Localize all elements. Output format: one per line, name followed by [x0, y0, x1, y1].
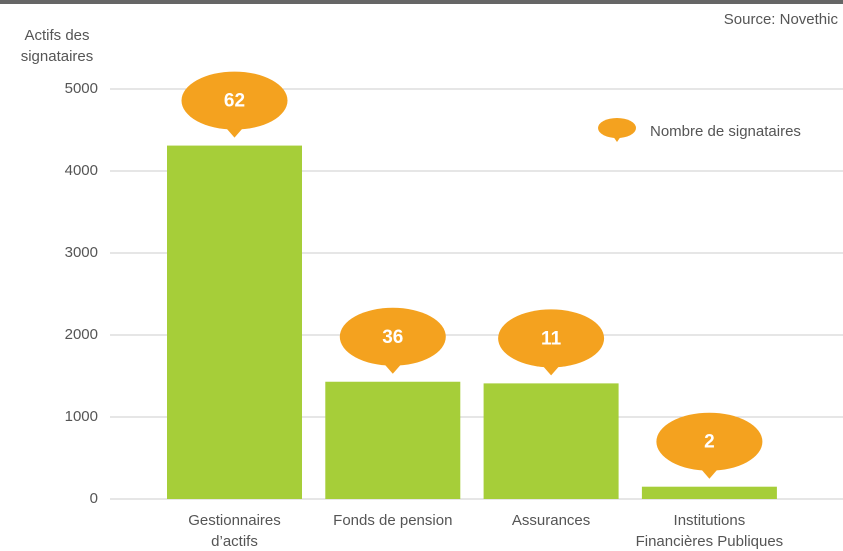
bar	[325, 381, 461, 499]
bar	[483, 383, 619, 499]
x-tick-label: Assurances	[511, 512, 591, 529]
y-tick-label: 4000	[65, 162, 98, 179]
top-border	[0, 0, 843, 4]
count-label: 11	[541, 328, 562, 349]
source: Source: Novethic	[724, 11, 839, 28]
x-tick-label: Institutions Financières Publiques	[635, 512, 784, 550]
y-tick-label: 5000	[65, 80, 98, 97]
y-tick-label: 3000	[65, 244, 98, 261]
y-tick-label: 0	[90, 490, 98, 507]
y-tick-label: 1000	[65, 408, 98, 425]
count-label: 2	[704, 432, 715, 453]
count-bubble	[339, 307, 446, 366]
count-bubble	[656, 412, 763, 471]
y-axis-title: Actifs des signataires	[20, 27, 94, 65]
count-label: 62	[224, 91, 245, 112]
bar	[167, 145, 302, 499]
legend-label: Nombre de signataires	[650, 123, 801, 140]
legend-icon	[598, 118, 636, 138]
count-bubble	[181, 71, 288, 130]
count-label: 36	[382, 327, 403, 348]
x-tick-label: Fonds de pension	[333, 512, 453, 529]
count-bubble	[498, 309, 605, 368]
legend-icon-pointer	[613, 137, 621, 142]
bar	[641, 486, 777, 499]
x-tick-label: Gestionnaires d’actifs	[188, 512, 281, 550]
y-tick-label: 2000	[65, 326, 98, 343]
